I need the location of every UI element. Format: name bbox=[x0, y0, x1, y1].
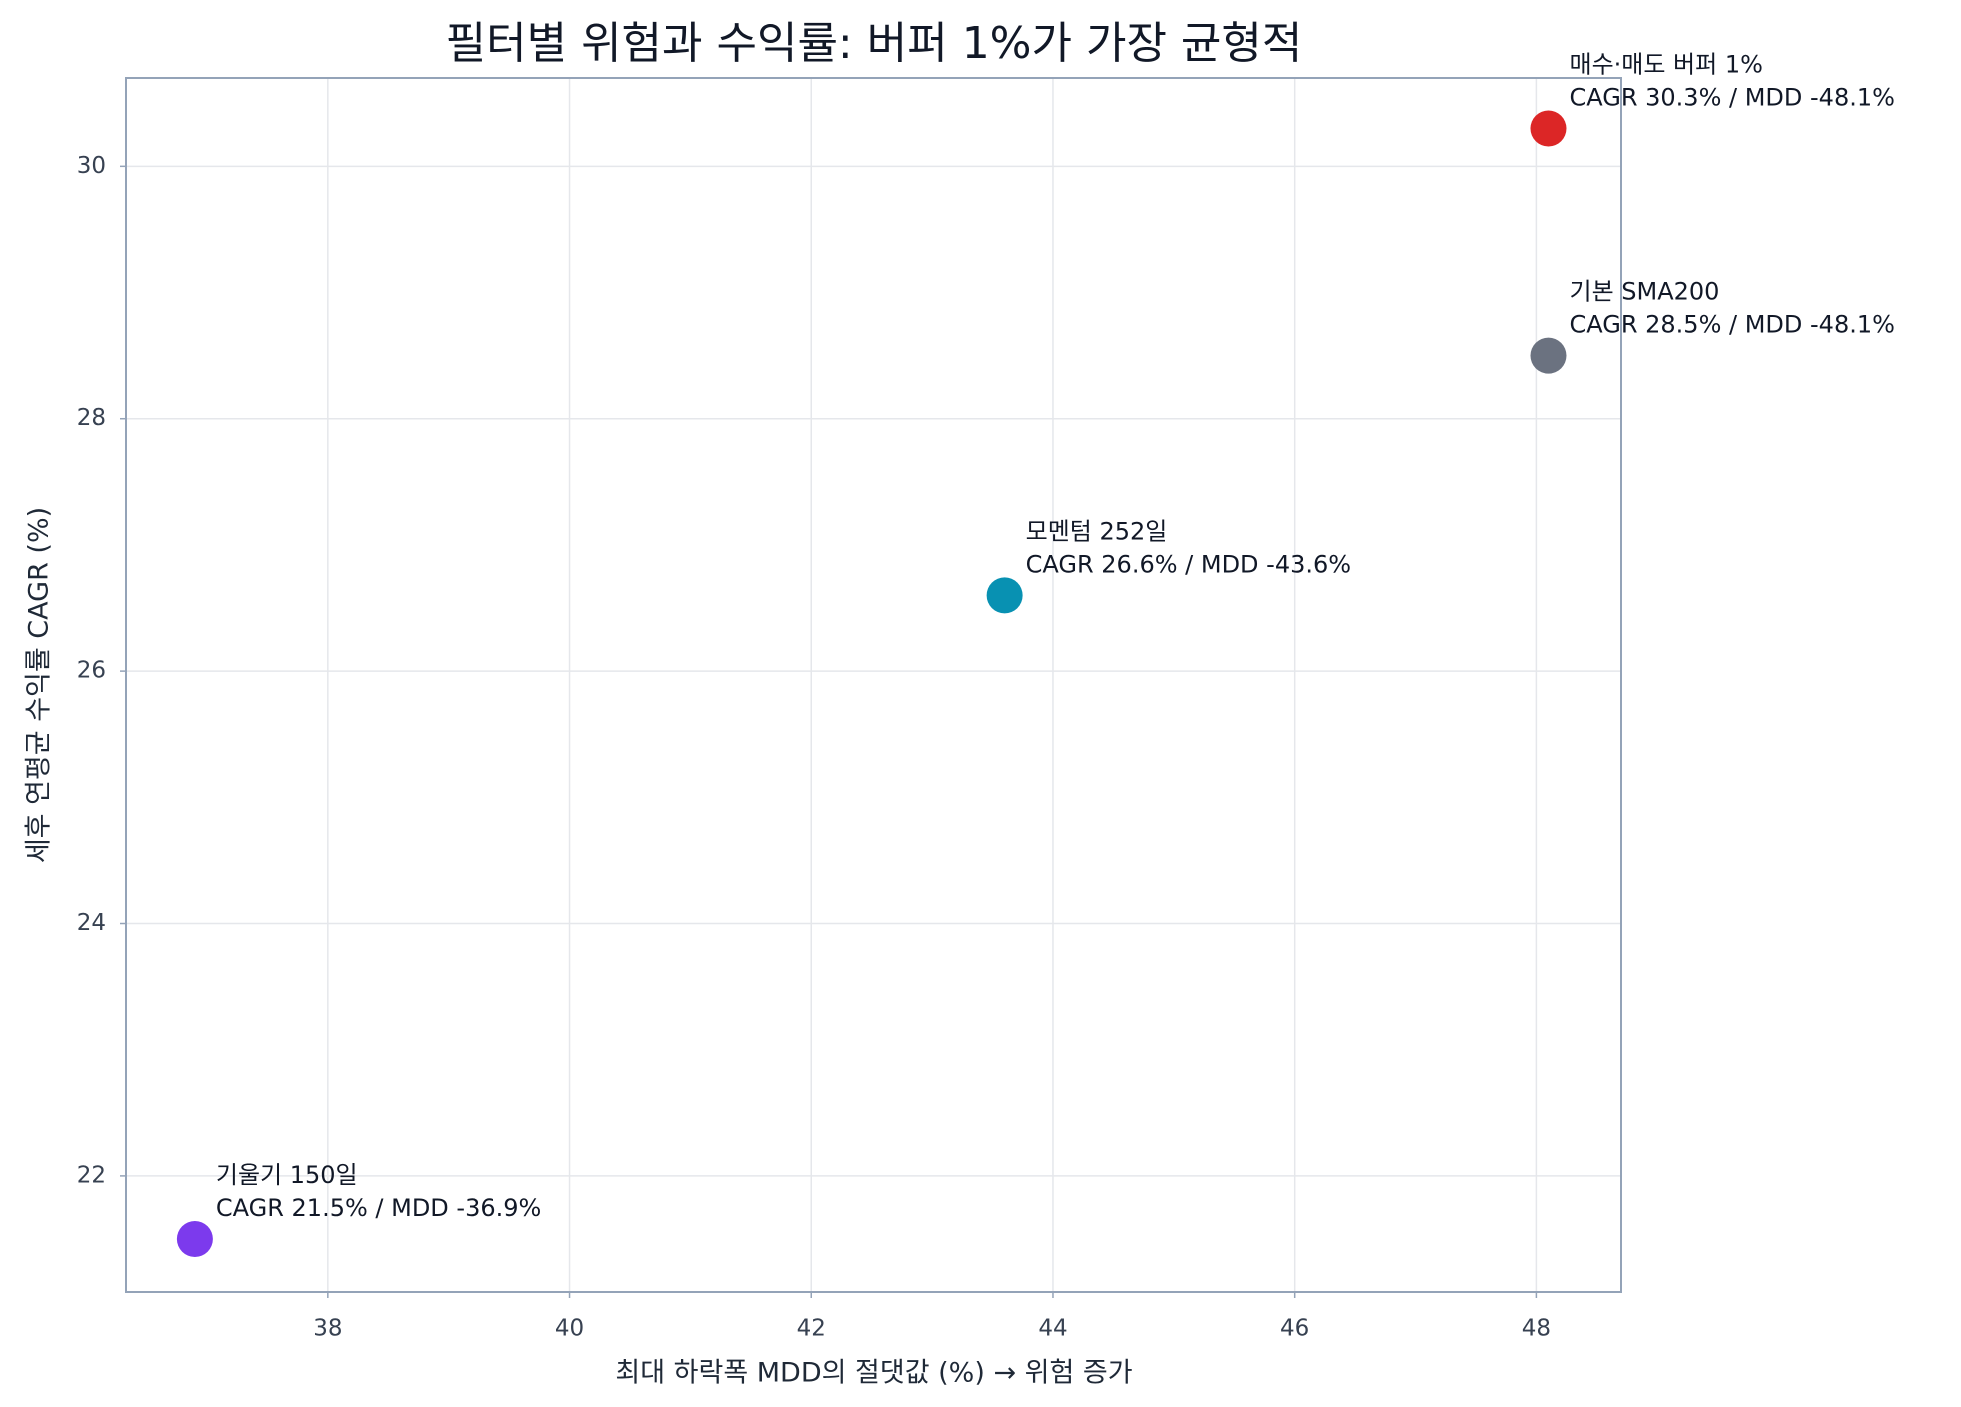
y-tick-label: 24 bbox=[77, 910, 106, 936]
point bbox=[986, 577, 1023, 614]
point-name: 기본 SMA200 bbox=[1569, 278, 1719, 306]
y-tick-label: 30 bbox=[77, 153, 106, 179]
x-tick-label: 38 bbox=[313, 1316, 342, 1342]
x-tick-label: 44 bbox=[1038, 1316, 1067, 1342]
point-label: CAGR 28.5% / MDD -48.1% bbox=[1569, 311, 1894, 339]
x-tick-label: 48 bbox=[1522, 1316, 1551, 1342]
chart-title: 필터별 위험과 수익률: 버퍼 1%가 가장 균형적 bbox=[446, 18, 1303, 69]
x-tick-label: 46 bbox=[1280, 1316, 1309, 1342]
y-tick-label: 22 bbox=[77, 1162, 106, 1188]
x-tick-label: 40 bbox=[555, 1316, 584, 1342]
y-axis-label: 세후 연평균 수익률 CAGR (%) bbox=[24, 507, 55, 863]
x-axis-label: 최대 하락폭 MDD의 절댓값 (%) → 위험 증가 bbox=[615, 1358, 1132, 1389]
x-tick-label: 42 bbox=[797, 1316, 826, 1342]
point bbox=[176, 1220, 213, 1257]
y-tick-label: 26 bbox=[77, 658, 106, 684]
point-name: 기울기 150일 bbox=[216, 1161, 358, 1189]
point-name: 매수·매도 버퍼 1% bbox=[1569, 50, 1762, 78]
point-label: CAGR 21.5% / MDD -36.9% bbox=[216, 1194, 541, 1222]
point bbox=[1530, 337, 1567, 374]
point-label: CAGR 26.6% / MDD -43.6% bbox=[1026, 550, 1351, 578]
point bbox=[1530, 110, 1567, 147]
point-label: CAGR 30.3% / MDD -48.1% bbox=[1569, 83, 1894, 111]
point-name: 모멘텀 252일 bbox=[1026, 517, 1168, 545]
plot-frame bbox=[125, 77, 1622, 1293]
y-tick-label: 28 bbox=[77, 405, 106, 431]
